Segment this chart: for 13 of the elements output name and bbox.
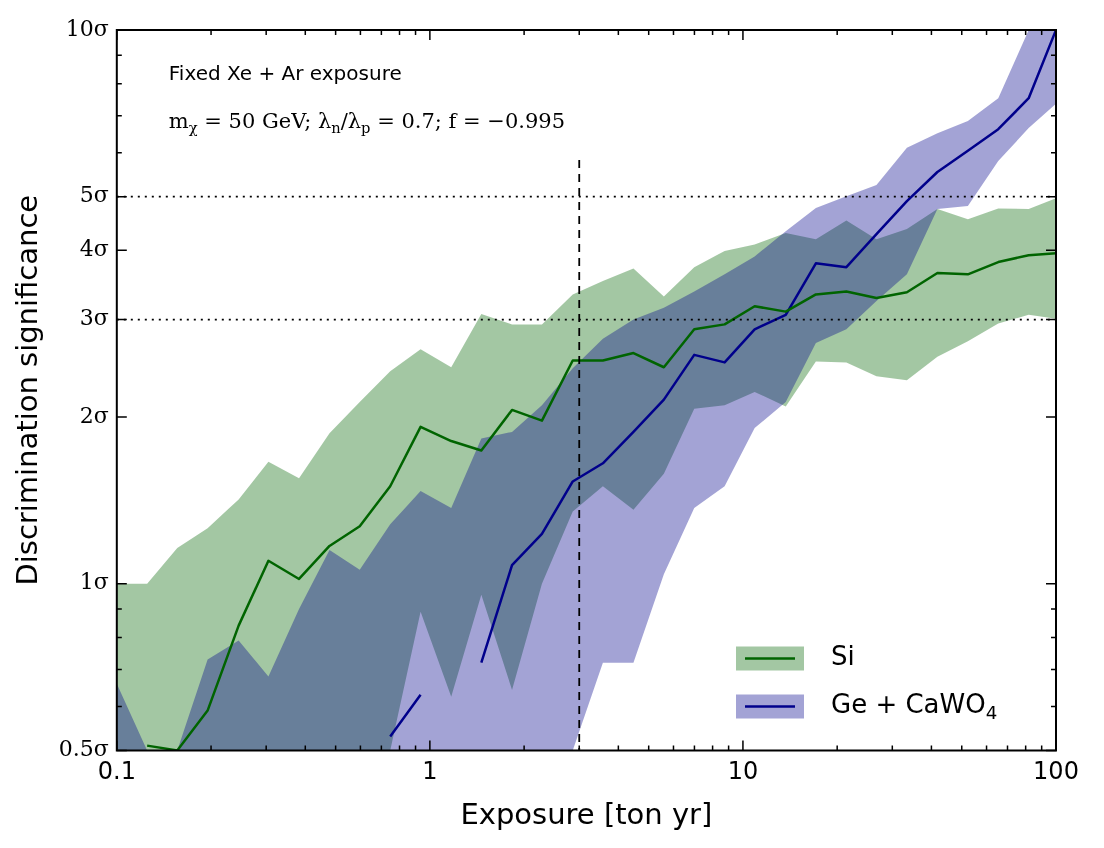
legend-label: Si xyxy=(831,641,855,672)
y-tick-label: 1σ xyxy=(79,569,109,595)
x-axis-title: Exposure [ton yr] xyxy=(460,797,713,832)
y-tick-label: 3σ xyxy=(79,305,109,331)
x-tick-label: 100 xyxy=(1033,757,1079,786)
x-tick-label: 1 xyxy=(422,757,438,786)
y-tick-label: 5σ xyxy=(79,182,109,208)
y-axis-title: Discrimination significance xyxy=(9,194,44,586)
annotation: Fixed Xe + Ar exposure xyxy=(168,61,402,86)
x-tick-label: 10 xyxy=(727,757,759,786)
y-tick-label: 10σ xyxy=(65,15,109,41)
y-tick-label: 4σ xyxy=(79,236,109,262)
y-tick-label: 2σ xyxy=(79,402,109,428)
